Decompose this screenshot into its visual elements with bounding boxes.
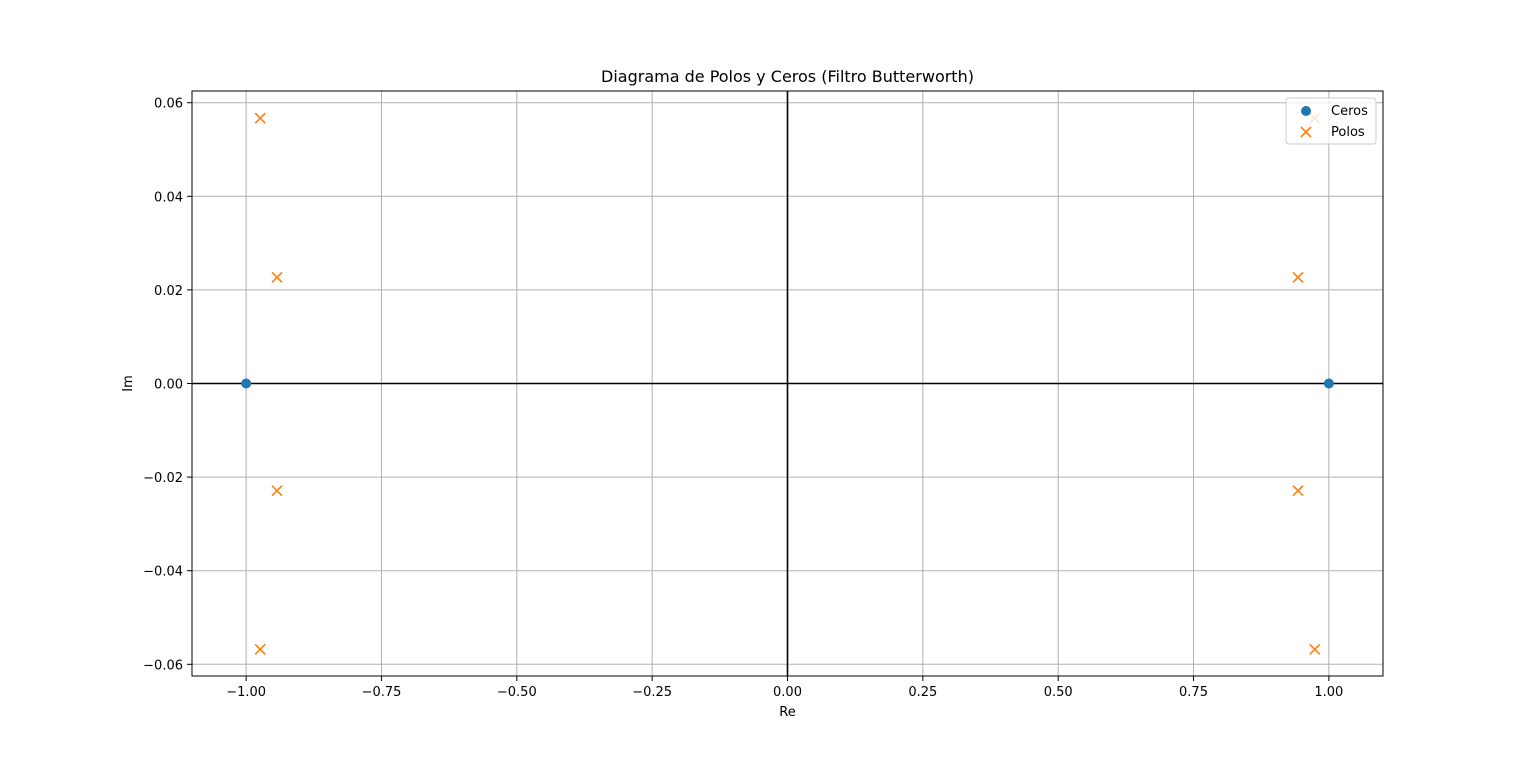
x-tick-label: −0.25 [632, 685, 672, 700]
x-axis-ticks: −1.00 −0.75 −0.50 −0.25 0.00 0.25 0.50 0.75 1.00 [226, 676, 1343, 700]
legend-label-ceros: Ceros [1331, 104, 1368, 119]
x-tick-label: 0.00 [773, 685, 802, 700]
legend-marker-polos [1300, 126, 1312, 138]
pole-marker-polos [1292, 271, 1304, 283]
reference-axes [192, 91, 1383, 676]
zero-marker-ceros [241, 378, 252, 389]
y-tick-label: 0.02 [154, 284, 183, 299]
x-tick-label: −0.75 [362, 685, 402, 700]
pole-marker-polos [271, 271, 283, 283]
pole-marker-polos [254, 112, 266, 124]
x-tick-label: 0.50 [1044, 685, 1073, 700]
x-tick-label: −0.50 [497, 685, 537, 700]
pole-marker-polos [271, 485, 283, 497]
legend-label-polos: Polos [1331, 125, 1365, 140]
y-axis-label: Im [121, 375, 136, 392]
y-axis-ticks: −0.06 −0.04 −0.02 0.00 0.02 0.04 0.06 [143, 97, 192, 673]
y-tick-label: 0.04 [154, 190, 183, 205]
y-tick-label: −0.06 [143, 658, 183, 673]
x-tick-label: 0.75 [1179, 685, 1208, 700]
zero-marker-ceros [1323, 378, 1334, 389]
y-tick-label: −0.02 [143, 471, 183, 486]
data-points [241, 112, 1334, 655]
y-tick-label: 0.06 [154, 97, 183, 112]
pole-marker-polos [1309, 643, 1321, 655]
x-tick-label: 1.00 [1314, 685, 1343, 700]
chart-title: Diagrama de Polos y Ceros (Filtro Butter… [601, 67, 974, 86]
x-tick-label: −1.00 [226, 685, 266, 700]
x-tick-label: 0.25 [908, 685, 937, 700]
legend-marker-ceros [1301, 106, 1311, 116]
y-tick-label: 0.00 [154, 378, 183, 393]
legend: Ceros Polos [1285, 97, 1377, 145]
x-axis-label: Re [779, 705, 795, 720]
pole-marker-polos [1292, 485, 1304, 497]
legend-x-shape [1300, 126, 1312, 138]
y-tick-label: −0.04 [143, 565, 183, 580]
pole-marker-polos [254, 643, 266, 655]
